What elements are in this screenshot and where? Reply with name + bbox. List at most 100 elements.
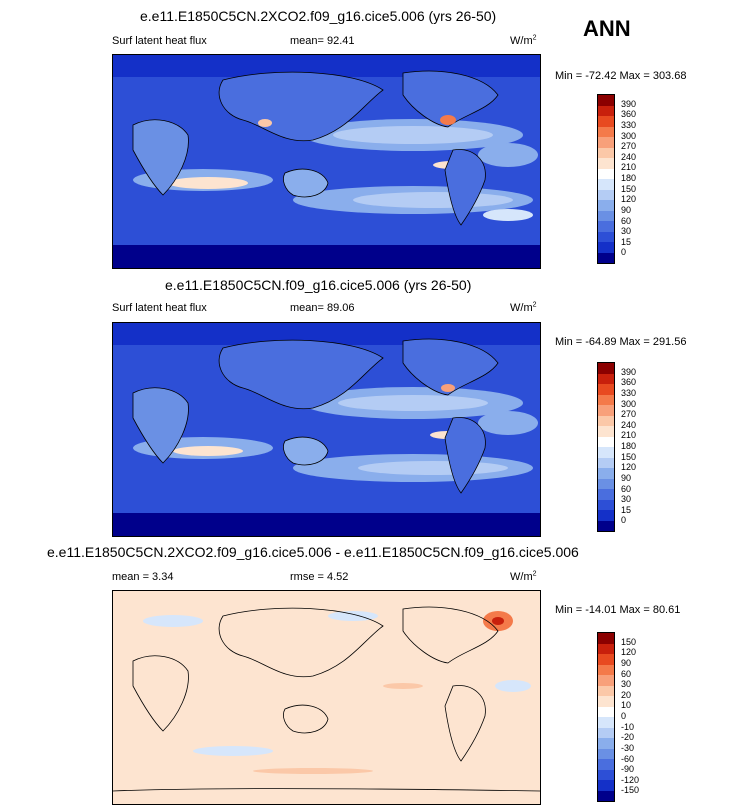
panel-3-anomaly-neg-3 (193, 746, 273, 756)
panel-1-colorbar-box (598, 158, 614, 169)
panel-3-colorbar-box (598, 664, 614, 675)
panel-1-gulf-stream (440, 115, 456, 125)
panel-1-atlantic-band (478, 143, 538, 167)
panel-1-colorbar-box (598, 252, 614, 263)
panel-2-colorbar-tick-label: 360 (621, 377, 637, 388)
panel-2-colorbar-tick-label: 30 (621, 494, 632, 505)
panel-1-africa (132, 119, 189, 196)
panel-3-map (112, 590, 541, 805)
panel-2-colorbar-tick-label: 120 (621, 462, 637, 473)
panel-3-anomaly-pos-1 (383, 683, 423, 689)
panel-3-rmse-label: rmse = 4.52 (290, 571, 349, 583)
panel-1-colorbar-box (598, 231, 614, 242)
panel-3-australia (283, 704, 329, 734)
panel-3-colorbar-box (598, 685, 614, 696)
panel-1-colorbar-tick-label: 0 (621, 247, 627, 258)
panel-1-title: e.e11.E1850C5CN.2XCO2.f09_g16.cice5.006 … (140, 8, 497, 24)
panel-1-mean-label: mean= 92.41 (290, 35, 355, 47)
panel-2-colorbar-tick-label: 90 (621, 472, 632, 483)
panel-3-colorbar-tick-label: -60 (621, 753, 635, 764)
panel-1-colorbar-tick-label: 90 (621, 204, 632, 215)
panel-3-colorbar-tick-label: 30 (621, 679, 632, 690)
panel-1-indian-core (168, 177, 248, 189)
panel-3-colorbar-box (598, 706, 614, 717)
panel-2-colorbar-boxes (597, 362, 615, 532)
panel-1-colorbar-box (598, 200, 614, 211)
panel-3-colorbar-tick-label: 120 (621, 647, 637, 658)
panel-3-minmax: Min = -14.01 Max = 80.61 (555, 604, 681, 616)
panel-2-variable-label: Surf latent heat flux (112, 302, 207, 314)
panel-2-africa (132, 387, 189, 464)
panel-2-colorbar-tick-label: 180 (621, 441, 637, 451)
panel-3-title: e.e11.E1850C5CN.2XCO2.f09_g16.cice5.006 … (47, 544, 579, 560)
panel-3-colorbar-box (598, 696, 614, 707)
panel-2-colorbar-tick-label: 300 (621, 398, 637, 409)
panel-2-colorbar-tick-label: 60 (621, 483, 632, 494)
panel-2-colorbar-box (598, 384, 614, 395)
panel-1-kuroshio (258, 119, 272, 127)
panel-2-colorbar-box (598, 373, 614, 384)
panel-3-anomaly-pos-2 (253, 768, 373, 774)
panel-3-colorbar-tick-label: 90 (621, 657, 632, 668)
panel-2-minmax: Min = -64.89 Max = 291.56 (555, 336, 687, 348)
panel-1-colorbar-box (598, 221, 614, 232)
panel-1-colorbar-boxes (597, 94, 615, 264)
panel-3-anomaly-pos-4 (492, 617, 504, 625)
panel-3-anomaly-neg-2 (328, 611, 378, 621)
panel-1-colorbar-tick-label: 30 (621, 226, 632, 237)
panel-2-mean-label: mean= 89.06 (290, 302, 355, 314)
panel-1-antarctic (113, 245, 540, 268)
panel-3-antarctic-coast (113, 788, 540, 792)
panel-1-north-pacific-core (333, 126, 493, 144)
panel-3-colorbar-box (598, 780, 614, 791)
panel-2-colorbar-tick-label: 150 (621, 451, 637, 462)
panel-3-south-america (444, 685, 486, 762)
panel-3-colorbar-tick-label: -30 (621, 742, 635, 753)
panel-1-colorbar (597, 94, 615, 264)
panel-2-colorbar-tick-label: 330 (621, 387, 637, 398)
panel-1-colorbar-box (598, 116, 614, 127)
panel-1-colorbar-tick-label: 330 (621, 119, 637, 130)
panel-2-indian-core (173, 446, 243, 456)
panel-1-colorbar-box (598, 242, 614, 253)
panel-1-colorbar-tick-label: 390 (621, 98, 637, 109)
panel-3-colorbar-tick-label: -10 (621, 721, 635, 732)
panel-1-australia (283, 168, 329, 198)
panel-1-colorbar-tick-label: 150 (621, 183, 637, 194)
panel-1-south-america (444, 149, 486, 226)
panel-1-colorbar-box (598, 105, 614, 116)
panel-3-units: W/m2 (510, 570, 537, 583)
panel-3-colorbar-box (598, 727, 614, 738)
panel-2-title: e.e11.E1850C5CN.f09_g16.cice5.006 (yrs 2… (165, 277, 472, 293)
panel-3-colorbar-box (598, 738, 614, 749)
panel-3-colorbar-tick-label: 10 (621, 700, 632, 711)
panel-2-colorbar-box (598, 426, 614, 437)
panel-2-map (112, 322, 541, 537)
panel-2-colorbar-tick-label: 15 (621, 504, 632, 515)
panel-3-colorbar-box (598, 643, 614, 654)
season-label: ANN (583, 16, 631, 41)
panel-2-colorbar-box (598, 457, 614, 468)
panel-2-colorbar-box (598, 405, 614, 416)
panel-3-colorbar-tick-label: 0 (621, 711, 627, 721)
panel-2-colorbar-box (598, 510, 614, 521)
panel-3-colorbar-box (598, 717, 614, 728)
panel-2-colorbar-tick-label: 270 (621, 409, 637, 420)
panel-3-colorbar-box (598, 748, 614, 759)
panel-2-atlantic-band (478, 411, 538, 435)
panel-2-colorbar-tick-label: 390 (621, 366, 637, 377)
panel-1-units: W/m2 (510, 34, 537, 47)
panel-3-colorbar-box (598, 675, 614, 686)
panel-3-colorbar-tick-label: -120 (621, 774, 640, 785)
panel-2-colorbar-box (598, 363, 614, 374)
panel-1-map (112, 54, 541, 269)
panel-2-north-america (402, 338, 499, 396)
panel-1-colorbar-tick-label: 15 (621, 236, 632, 247)
panel-2-eurasia (218, 339, 384, 410)
panel-2-colorbar-box (598, 478, 614, 489)
panel-1-colorbar-tick-label: 360 (621, 109, 637, 120)
panel-2-australia (283, 436, 329, 466)
panel-3-colorbar-tick-label: 60 (621, 668, 632, 679)
panel-2-colorbar-box (598, 499, 614, 510)
panel-1-colorbar-box (598, 189, 614, 200)
